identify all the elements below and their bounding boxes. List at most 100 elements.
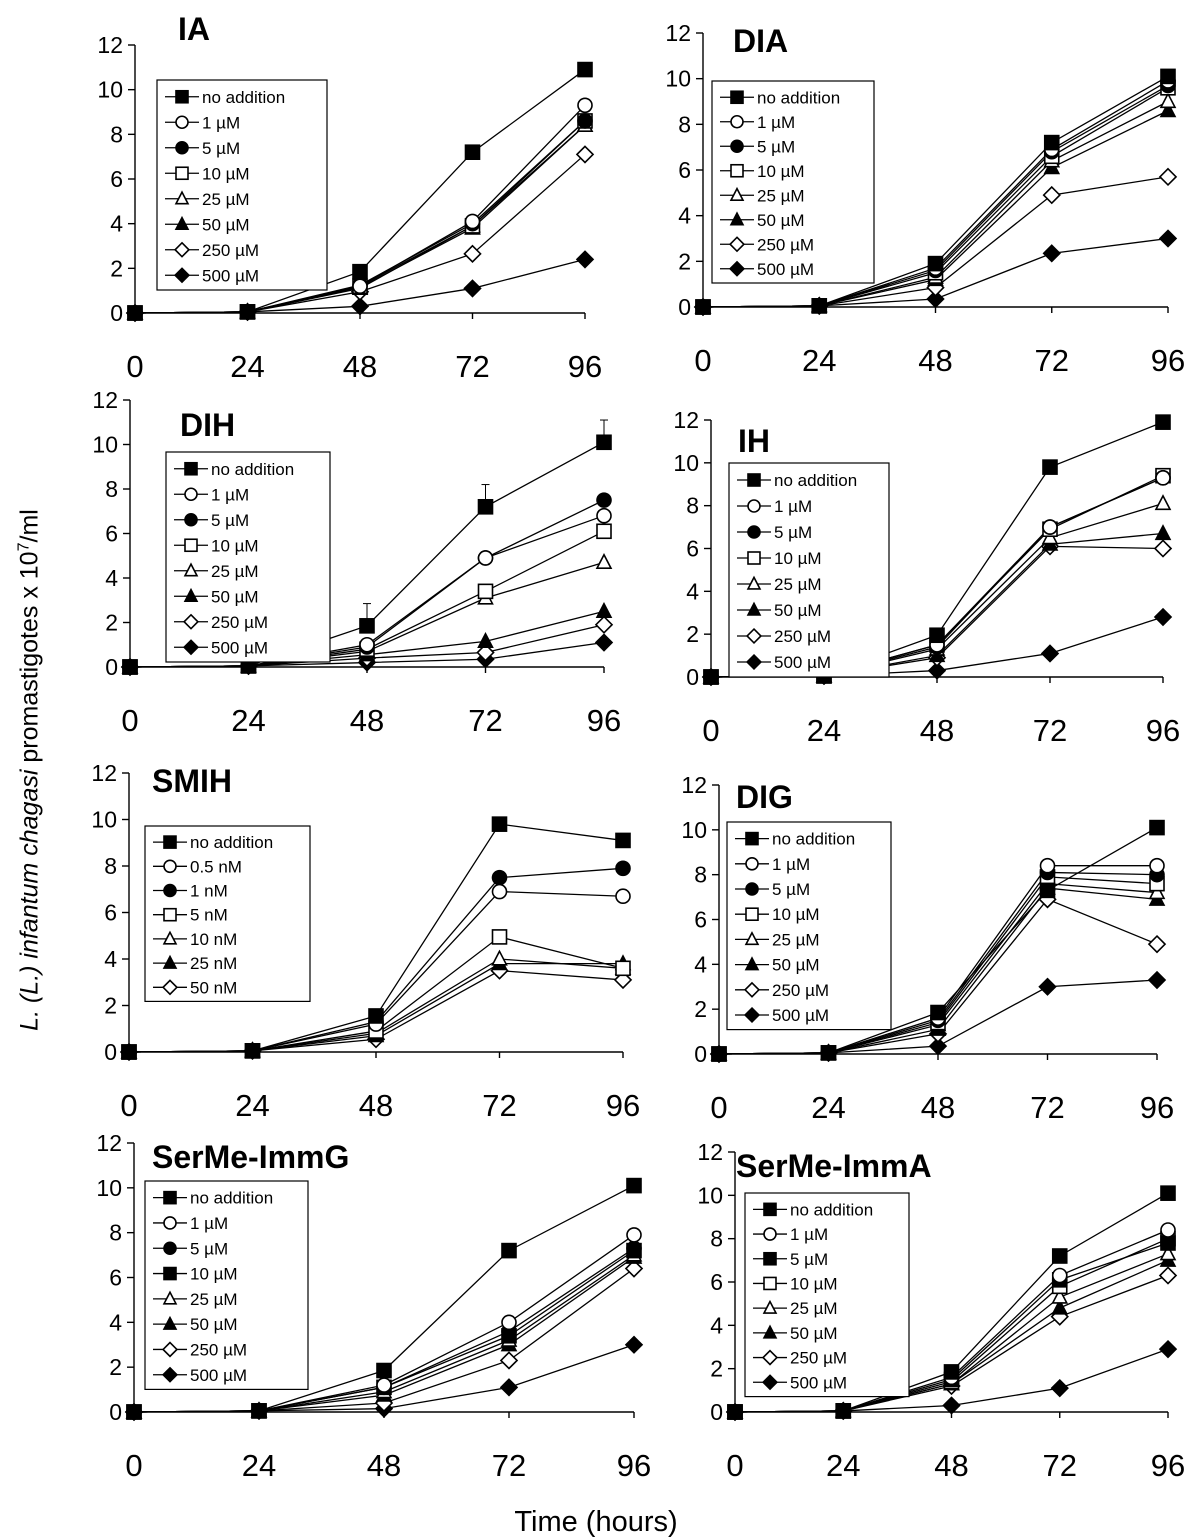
y-tick-label: 12 <box>673 407 699 433</box>
legend-label: 5 µM <box>772 880 810 899</box>
marker-square <box>820 1045 837 1061</box>
x-tick-label: 48 <box>918 343 952 378</box>
x-tick-label: 24 <box>811 1090 845 1125</box>
y-tick-label: 8 <box>109 1220 122 1246</box>
legend-label: 50 µM <box>772 956 820 975</box>
marker-square <box>615 832 631 849</box>
x-tick-label: 96 <box>587 703 621 738</box>
panel-title: IH <box>738 423 770 459</box>
x-tick-label: 72 <box>492 1448 526 1483</box>
marker-triangle <box>1159 92 1177 109</box>
legend-label: 10 µM <box>790 1274 838 1293</box>
marker-triangle <box>491 949 508 966</box>
x-tick-label: 72 <box>1043 1448 1077 1483</box>
legend-label: 50 µM <box>202 215 250 234</box>
y-tick-label: 2 <box>694 996 707 1022</box>
marker-circle <box>477 550 494 566</box>
marker-square <box>477 583 494 600</box>
x-tick-label: 72 <box>468 703 502 738</box>
marker-square <box>727 1404 743 1420</box>
y-tick-label: 0 <box>710 1399 723 1425</box>
x-tick-label: 96 <box>1146 713 1180 748</box>
marker-diamond <box>1153 539 1173 558</box>
marker-circle <box>376 1377 392 1393</box>
marker-diamond <box>499 1351 519 1370</box>
marker-square <box>122 659 138 675</box>
marker-diamond <box>1050 1378 1069 1398</box>
x-tick-label: 96 <box>1151 343 1185 378</box>
y-axis-label-unit: /ml <box>15 509 44 543</box>
y-tick-label: 6 <box>109 1265 122 1291</box>
marker-circle <box>359 636 375 653</box>
y-tick-label: 12 <box>697 1139 723 1165</box>
marker-square <box>763 1276 777 1291</box>
panel-title: IA <box>178 11 210 47</box>
x-tick-label: 48 <box>367 1448 401 1483</box>
x-tick-label: 0 <box>710 1090 727 1125</box>
x-tick-label: 0 <box>126 349 143 384</box>
marker-circle <box>175 140 189 155</box>
x-tick-label: 0 <box>125 1448 142 1483</box>
legend-label: no addition <box>190 833 273 852</box>
legend: no addition 1 µM 5 µM 10 µM 25 µM 50 µM 250 µM… <box>728 462 890 678</box>
x-tick-label: 0 <box>120 1088 137 1123</box>
x-tick-label: 24 <box>802 343 836 378</box>
legend-label: 1 µM <box>190 1214 228 1233</box>
y-tick-label: 2 <box>110 255 123 281</box>
marker-diamond <box>928 1036 948 1056</box>
y-tick-label: 10 <box>97 77 123 103</box>
marker-circle <box>501 1314 517 1331</box>
marker-circle <box>626 1227 642 1243</box>
x-tick-label: 72 <box>1030 1090 1064 1125</box>
y-tick-label: 8 <box>686 493 699 519</box>
y-tick-label: 12 <box>681 772 707 798</box>
marker-diamond <box>728 260 746 277</box>
marker-square <box>626 1177 642 1194</box>
series-markers <box>126 1177 642 1420</box>
marker-square <box>763 1251 777 1266</box>
marker-triangle <box>729 186 745 201</box>
legend-label: 25 µM <box>774 575 822 594</box>
legend-label: 5 µM <box>202 139 240 158</box>
legend-label: no addition <box>790 1200 873 1219</box>
y-tick-label: 10 <box>673 450 699 476</box>
y-tick-label: 2 <box>104 993 117 1019</box>
legend: no addition 1 µM 5 µM 10 µM 25 µM 50 µM 250 µM… <box>726 821 892 1031</box>
x-tick-label: 72 <box>455 349 489 384</box>
x-tick-label: 48 <box>359 1088 393 1123</box>
marker-square <box>184 538 198 553</box>
marker-diamond <box>1042 244 1061 263</box>
marker-square <box>163 1266 177 1281</box>
marker-diamond <box>1158 167 1178 187</box>
y-axis-label-exponent: 7 <box>15 542 33 552</box>
marker-square <box>745 907 759 922</box>
marker-diamond <box>161 979 179 996</box>
marker-square <box>352 263 368 280</box>
marker-diamond <box>182 639 200 656</box>
marker-circle <box>1155 470 1171 486</box>
legend-label: 250 µM <box>790 1349 847 1368</box>
y-tick-label: 4 <box>105 565 118 591</box>
legend-label: 1 µM <box>211 485 249 504</box>
marker-diamond <box>1040 644 1060 663</box>
x-tick-label: 72 <box>482 1088 516 1123</box>
marker-square <box>163 835 177 849</box>
marker-square <box>943 1364 960 1380</box>
marker-square <box>121 1044 137 1060</box>
marker-diamond <box>463 244 482 263</box>
y-tick-label: 4 <box>678 203 691 229</box>
marker-triangle <box>595 601 613 618</box>
x-tick-label: 72 <box>1033 713 1067 748</box>
marker-circle <box>745 882 759 896</box>
series-markers <box>727 1185 1176 1420</box>
marker-circle <box>1149 857 1165 874</box>
panel-title: SerMe-ImmG <box>152 1139 349 1175</box>
marker-circle <box>730 114 744 129</box>
marker-square <box>1039 882 1056 899</box>
y-tick-label: 6 <box>710 1269 723 1295</box>
